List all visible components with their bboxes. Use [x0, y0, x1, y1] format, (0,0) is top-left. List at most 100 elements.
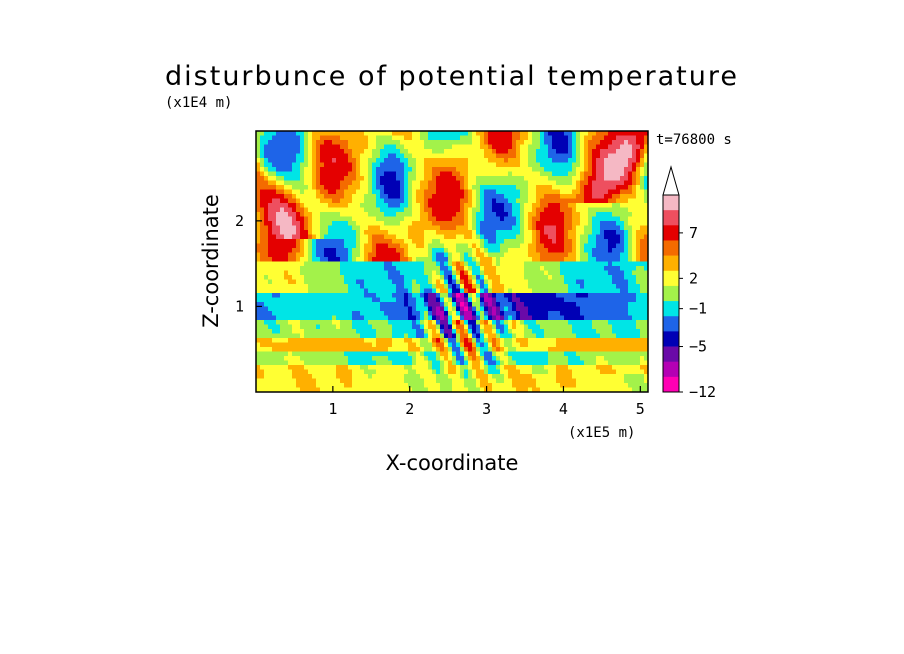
field-cell [504, 297, 509, 303]
field-cell [600, 140, 605, 146]
field-cell [476, 293, 481, 299]
field-cell [584, 194, 589, 200]
field-cell [464, 221, 469, 227]
field-cell [360, 131, 365, 137]
field-cell [460, 333, 465, 339]
field-cell [608, 167, 613, 173]
field-cell [568, 270, 573, 276]
field-cell [504, 189, 509, 195]
field-cell [592, 216, 597, 222]
field-cell [596, 261, 601, 267]
field-cell [300, 162, 305, 168]
field-cell [416, 230, 421, 236]
field-cell [324, 140, 329, 146]
field-cell [476, 144, 481, 150]
field-cell [268, 306, 273, 312]
field-cell [628, 306, 633, 312]
field-cell [372, 324, 377, 330]
field-cell [492, 194, 497, 200]
field-cell [480, 153, 485, 159]
field-cell [284, 162, 289, 168]
field-cell [400, 329, 405, 335]
field-cell [308, 333, 313, 339]
field-cell [572, 230, 577, 236]
field-cell [312, 351, 317, 357]
field-cell [392, 234, 397, 240]
field-cell [392, 284, 397, 290]
field-cell [408, 149, 413, 155]
field-cell [348, 239, 353, 245]
field-cell [520, 257, 525, 263]
field-cell [644, 171, 648, 177]
field-cell [308, 266, 313, 272]
field-cell [464, 302, 469, 308]
field-cell [576, 216, 581, 222]
field-cell [604, 333, 609, 339]
field-cell [540, 221, 545, 227]
field-cell [632, 140, 637, 146]
field-cell [604, 261, 609, 267]
field-cell [592, 135, 597, 141]
field-cell [592, 185, 597, 191]
field-cell [636, 144, 641, 150]
field-cell [364, 140, 369, 146]
field-cell [628, 297, 633, 303]
field-cell [296, 324, 301, 330]
field-cell [264, 239, 269, 245]
field-cell [376, 162, 381, 168]
field-cell [356, 261, 361, 267]
field-cell [432, 342, 437, 348]
field-cell [600, 234, 605, 240]
field-cell [392, 261, 397, 267]
field-cell [312, 221, 317, 227]
field-cell [272, 252, 277, 258]
field-cell [492, 347, 497, 353]
field-cell [540, 144, 545, 150]
field-cell [572, 243, 577, 249]
field-cell [348, 162, 353, 168]
field-cell [512, 207, 517, 213]
field-cell [256, 243, 261, 249]
field-cell [256, 144, 261, 150]
field-cell [544, 324, 549, 330]
field-cell [328, 189, 333, 195]
field-cell [348, 230, 353, 236]
field-cell [564, 351, 569, 357]
field-cell [624, 243, 629, 249]
field-cell [520, 266, 525, 272]
field-cell [284, 203, 289, 209]
field-cell [360, 158, 365, 164]
field-cell [396, 221, 401, 227]
field-cell [412, 144, 417, 150]
field-cell [556, 131, 561, 137]
field-cell [400, 198, 405, 204]
field-cell [380, 185, 385, 191]
field-cell [340, 311, 345, 317]
field-cell [384, 270, 389, 276]
field-cell [400, 176, 405, 182]
field-cell [456, 266, 461, 272]
field-cell [356, 189, 361, 195]
field-cell [616, 162, 621, 168]
field-cell [256, 347, 261, 353]
field-cell [404, 315, 409, 321]
field-cell [424, 198, 429, 204]
field-cell [264, 198, 269, 204]
field-cell [256, 216, 261, 222]
field-cell [268, 279, 273, 285]
field-cell [588, 135, 593, 141]
field-cell [448, 248, 453, 254]
field-cell [500, 149, 505, 155]
field-cell [428, 293, 433, 299]
field-cell [492, 338, 497, 344]
field-cell [260, 243, 265, 249]
field-cell [332, 356, 337, 362]
field-cell [568, 342, 573, 348]
field-cell [380, 149, 385, 155]
field-cell [588, 257, 593, 263]
field-cell [580, 144, 585, 150]
field-cell [360, 257, 365, 263]
field-cell [564, 279, 569, 285]
field-cell [436, 131, 441, 137]
field-cell [444, 275, 449, 281]
